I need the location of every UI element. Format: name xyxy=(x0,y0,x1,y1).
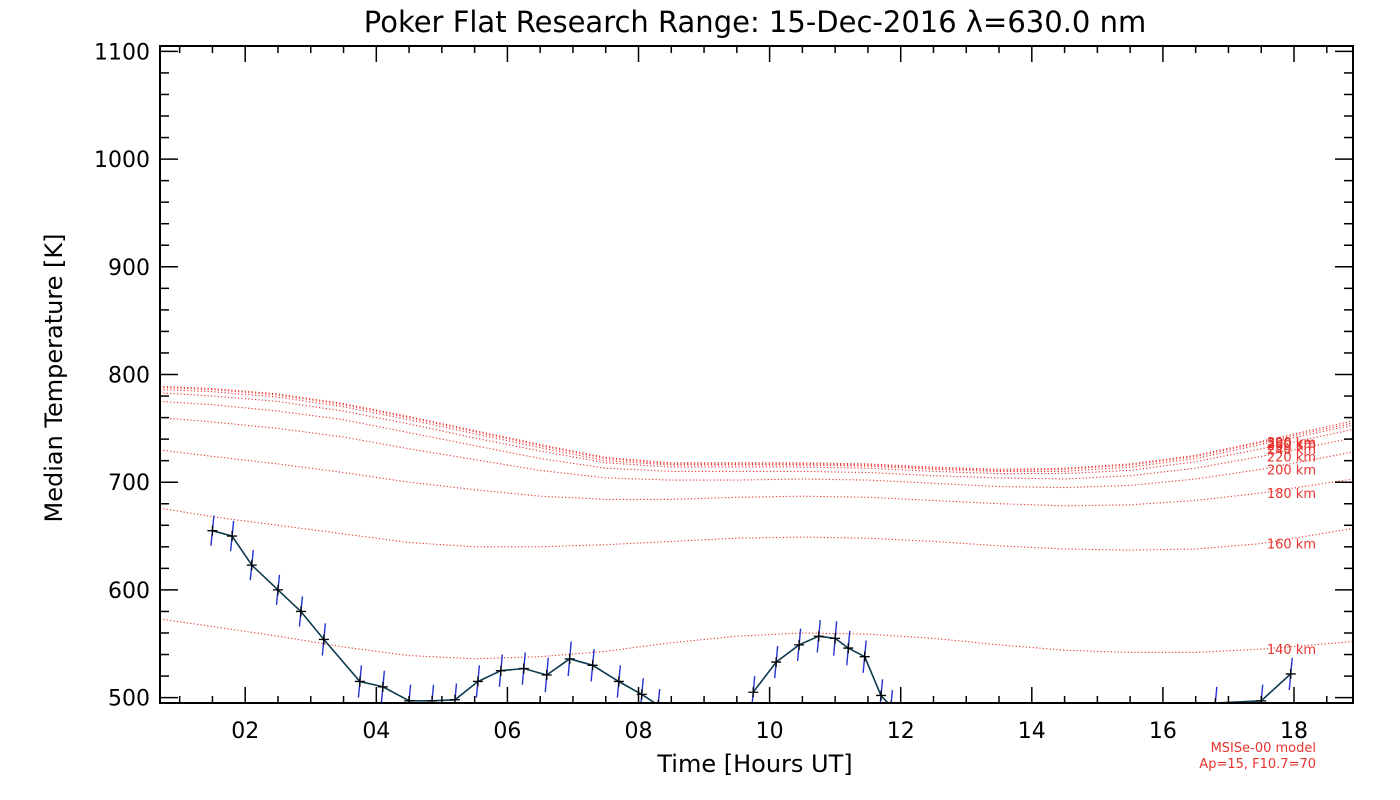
data-point xyxy=(657,700,659,703)
data-line-segment xyxy=(1215,673,1292,703)
model-label-300-km: 300 km xyxy=(1267,436,1316,451)
data-point xyxy=(295,606,306,617)
plot-frame xyxy=(159,45,1354,704)
data-point xyxy=(859,651,870,662)
data-point xyxy=(587,660,598,671)
model-label-220-km: 220 km xyxy=(1267,450,1316,465)
data-point xyxy=(613,676,624,687)
model-label-160-km: 160 km xyxy=(1267,538,1316,553)
data-point xyxy=(495,665,506,676)
data-point xyxy=(377,681,388,692)
x-tick-label: 12 xyxy=(887,719,915,744)
axes: 02 04 06 08 10 12 14 16 18 500 600 700 800 900 1000 110… xyxy=(94,40,1353,744)
x-tick-label: 18 xyxy=(1280,719,1308,744)
model-label-180-km: 180 km xyxy=(1267,487,1316,502)
x-tick-label: 16 xyxy=(1149,719,1177,744)
data-point xyxy=(1210,698,1221,703)
y-tick-label: 900 xyxy=(108,256,150,281)
data-line-segment xyxy=(752,635,890,703)
model-label-200-km: 200 km xyxy=(1267,463,1316,478)
data-point xyxy=(427,695,438,703)
model-curve-220-km xyxy=(160,400,1353,480)
model-curve-300-km xyxy=(160,385,1353,470)
data-point xyxy=(843,643,854,654)
model-curve-240-km xyxy=(160,392,1353,475)
data-point xyxy=(771,657,782,668)
data-point xyxy=(748,687,759,698)
y-tick-label: 1100 xyxy=(94,40,150,65)
data-point xyxy=(449,694,460,703)
y-tick-label: 500 xyxy=(108,687,150,712)
y-tick-label: 800 xyxy=(108,364,150,389)
model-label-260-km: 260 km xyxy=(1267,439,1316,454)
data-point xyxy=(813,631,824,642)
data-point xyxy=(794,639,805,650)
data-point xyxy=(318,634,329,645)
model-curve-140-km xyxy=(160,618,1353,660)
x-tick-label: 02 xyxy=(231,719,259,744)
y-tick-label: 700 xyxy=(108,471,150,496)
x-tick-label: 04 xyxy=(362,719,390,744)
y-tick-label: 600 xyxy=(108,579,150,604)
model-curve-160-km xyxy=(160,507,1353,551)
data-point xyxy=(354,676,365,687)
data-point xyxy=(541,669,552,680)
model-curve-260-km xyxy=(160,389,1353,472)
model-curve-200-km xyxy=(160,417,1353,489)
model-caption-line-2: Ap=15, F10.7=70 xyxy=(1199,757,1316,772)
y-axis-label: Median Temperature [K] xyxy=(40,233,68,522)
model-curve-180-km xyxy=(160,449,1353,507)
data-point xyxy=(227,531,238,542)
data-line-segment xyxy=(212,529,657,703)
y-tick-label: 1000 xyxy=(94,148,150,173)
data-point xyxy=(246,560,257,571)
error-bar xyxy=(1214,686,1218,703)
error-bar xyxy=(657,688,661,703)
x-tick-label: 06 xyxy=(493,719,521,744)
data-point xyxy=(564,653,575,664)
error-bar xyxy=(890,690,894,703)
data-point xyxy=(272,584,283,595)
model-caption-line-1: MSISe-00 model xyxy=(1211,741,1316,756)
model-label-240-km: 240 km xyxy=(1267,443,1316,458)
data-point xyxy=(876,690,887,701)
model-curve-280-km xyxy=(160,386,1353,471)
data-point xyxy=(518,663,529,674)
data-point xyxy=(1285,668,1296,679)
x-tick-label: 14 xyxy=(1018,719,1046,744)
data-point xyxy=(472,676,483,687)
data-point xyxy=(207,525,218,536)
x-tick-label: 10 xyxy=(756,719,784,744)
model-label-280-km: 280 km xyxy=(1267,437,1316,452)
chart-title: Poker Flat Research Range: 15-Dec-2016 λ… xyxy=(364,5,1146,39)
model-label-140-km: 140 km xyxy=(1267,643,1316,658)
x-axis-label: Time [Hours UT] xyxy=(656,750,852,778)
x-tick-label: 08 xyxy=(625,719,653,744)
data-point xyxy=(830,633,841,644)
